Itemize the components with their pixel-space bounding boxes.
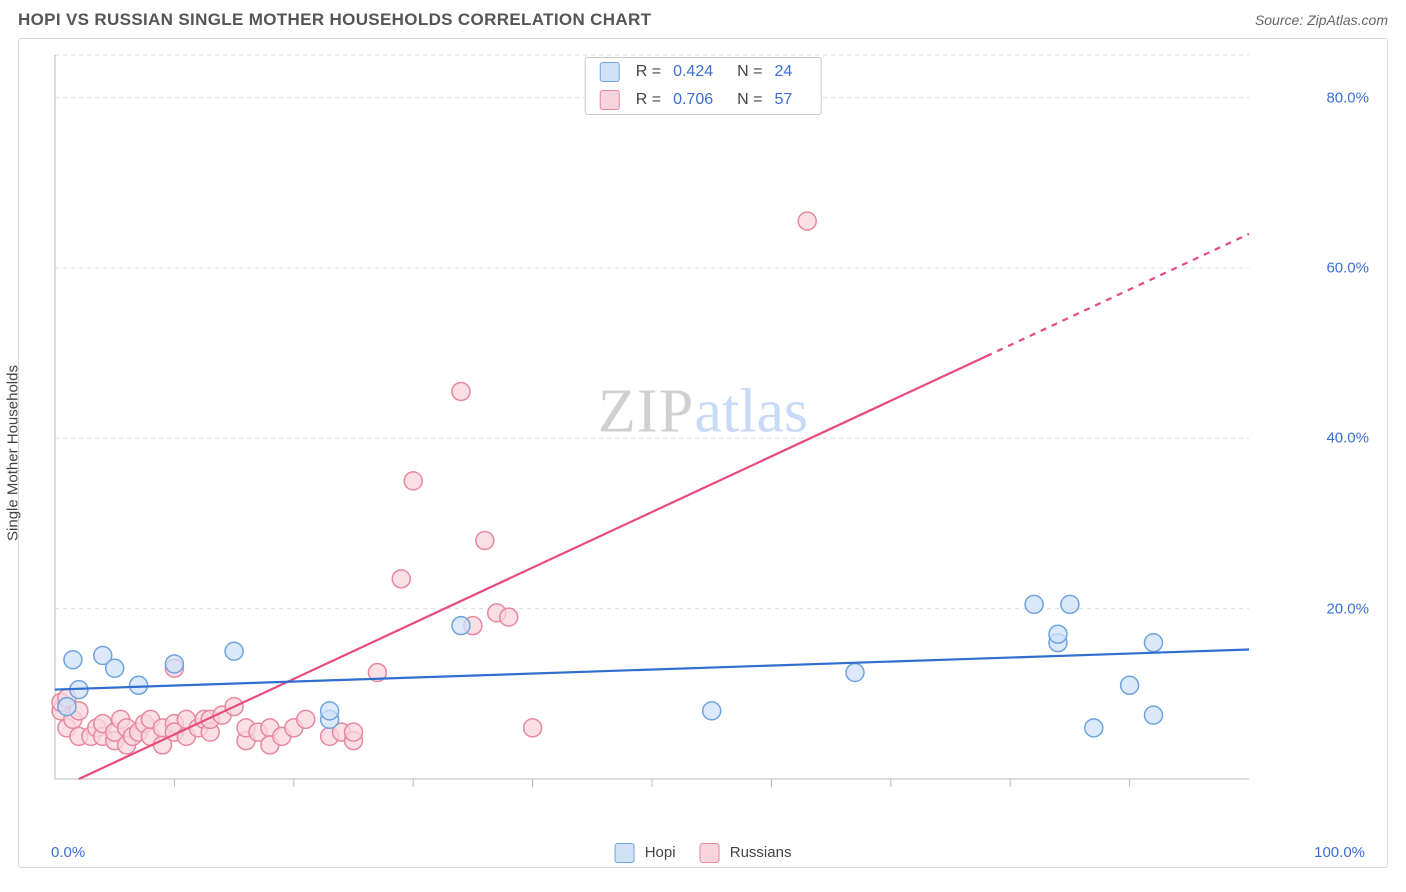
series-legend: Hopi Russians xyxy=(615,843,792,863)
legend-item-hopi: Hopi xyxy=(615,843,676,863)
y-axis-label: Single Mother Households xyxy=(5,365,22,541)
y-tick-label: 40.0% xyxy=(1326,430,1369,447)
legend-row-hopi: R = 0.424 N = 24 xyxy=(586,58,821,86)
x-tick-min: 0.0% xyxy=(51,844,85,861)
swatch-hopi xyxy=(600,62,620,82)
chart-container: Single Mother Households ZIPatlas R = 0.… xyxy=(18,38,1388,868)
swatch-russians-icon xyxy=(700,843,720,863)
correlation-legend: R = 0.424 N = 24 R = 0.706 N = 57 xyxy=(585,57,822,115)
scatter-plot xyxy=(49,49,1309,819)
x-tick-max: 100.0% xyxy=(1314,844,1365,861)
swatch-hopi-icon xyxy=(615,843,635,863)
source-credit: Source: ZipAtlas.com xyxy=(1255,12,1388,28)
legend-item-russians: Russians xyxy=(700,843,792,863)
swatch-russians xyxy=(600,90,620,110)
y-tick-label: 80.0% xyxy=(1326,89,1369,106)
legend-row-russians: R = 0.706 N = 57 xyxy=(586,86,821,114)
chart-title: HOPI VS RUSSIAN SINGLE MOTHER HOUSEHOLDS… xyxy=(18,10,651,30)
y-tick-label: 20.0% xyxy=(1326,600,1369,617)
y-tick-label: 60.0% xyxy=(1326,259,1369,276)
